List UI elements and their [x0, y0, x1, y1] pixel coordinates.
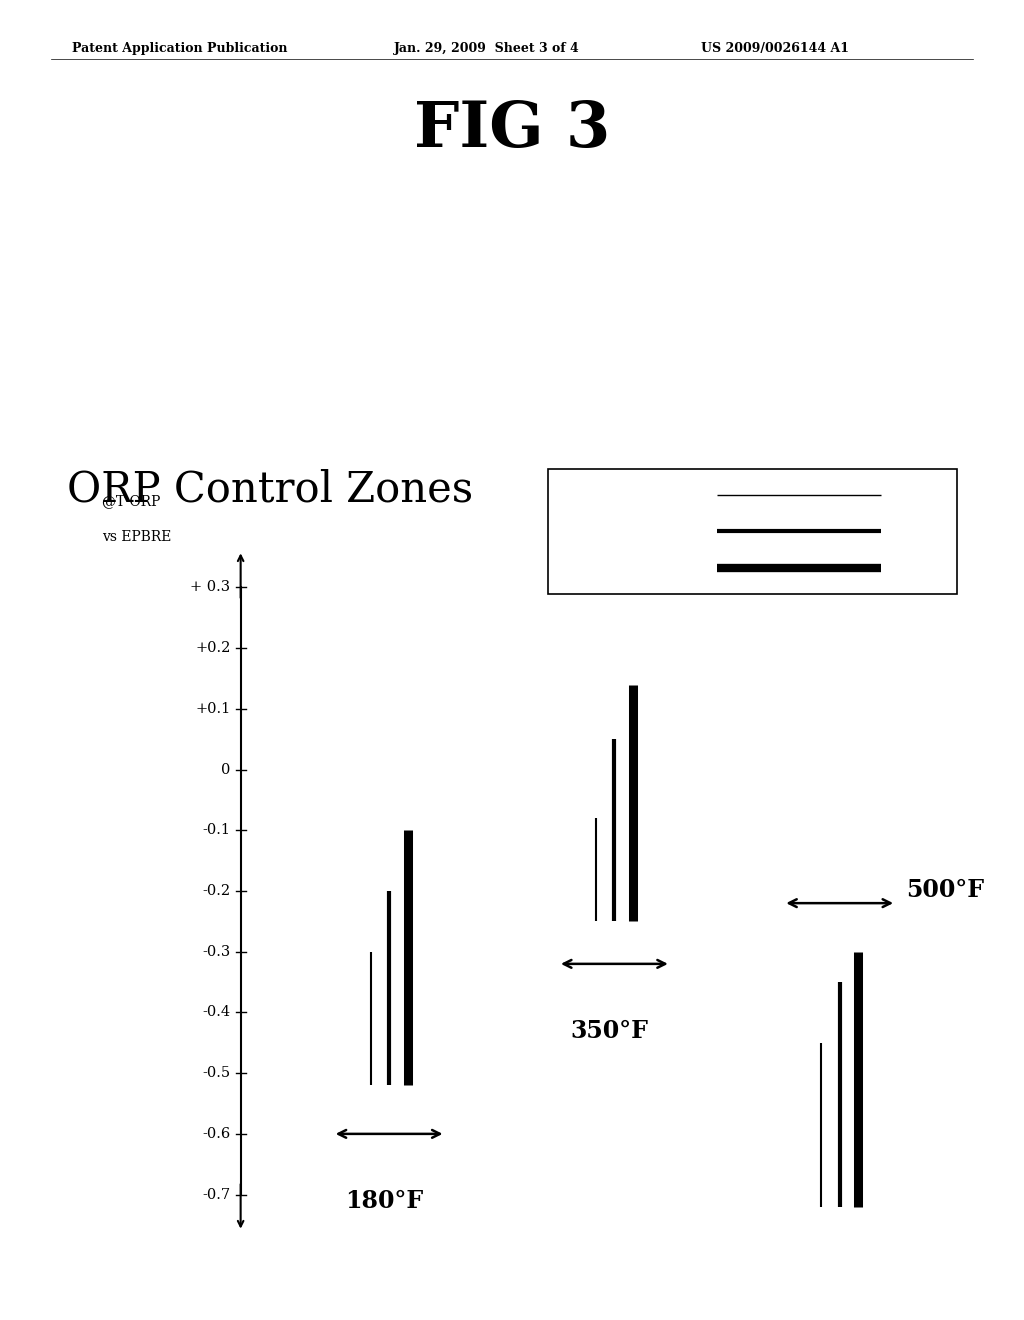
Text: -0.5: -0.5	[203, 1067, 230, 1080]
Text: ORP Control Zones: ORP Control Zones	[67, 469, 473, 511]
Text: FIG 3: FIG 3	[414, 99, 610, 160]
Text: 350°F: 350°F	[570, 1019, 648, 1043]
Bar	[548, 469, 957, 594]
Text: + 0.3: + 0.3	[190, 581, 230, 594]
Text: Broadest: Broadest	[563, 561, 633, 574]
Text: Broader: Broader	[563, 524, 626, 537]
Text: -0.1: -0.1	[203, 824, 230, 837]
Text: -0.6: -0.6	[202, 1127, 230, 1140]
Text: +0.2: +0.2	[195, 642, 230, 655]
Text: -0.4: -0.4	[203, 1006, 230, 1019]
Text: Jan. 29, 2009  Sheet 3 of 4: Jan. 29, 2009 Sheet 3 of 4	[394, 42, 580, 55]
Text: -0.3: -0.3	[202, 945, 230, 958]
Text: 500°F: 500°F	[906, 878, 984, 902]
Text: -0.2: -0.2	[203, 884, 230, 898]
Text: 180°F: 180°F	[345, 1189, 423, 1213]
Text: 0: 0	[221, 763, 230, 776]
Text: Preferred: Preferred	[563, 488, 638, 502]
Text: US 2009/0026144 A1: US 2009/0026144 A1	[701, 42, 850, 55]
Text: @T ORP: @T ORP	[102, 495, 161, 508]
Text: -0.7: -0.7	[203, 1188, 230, 1201]
Text: Patent Application Publication: Patent Application Publication	[72, 42, 287, 55]
Text: +0.1: +0.1	[196, 702, 230, 715]
Text: vs EPBRE: vs EPBRE	[102, 531, 172, 544]
